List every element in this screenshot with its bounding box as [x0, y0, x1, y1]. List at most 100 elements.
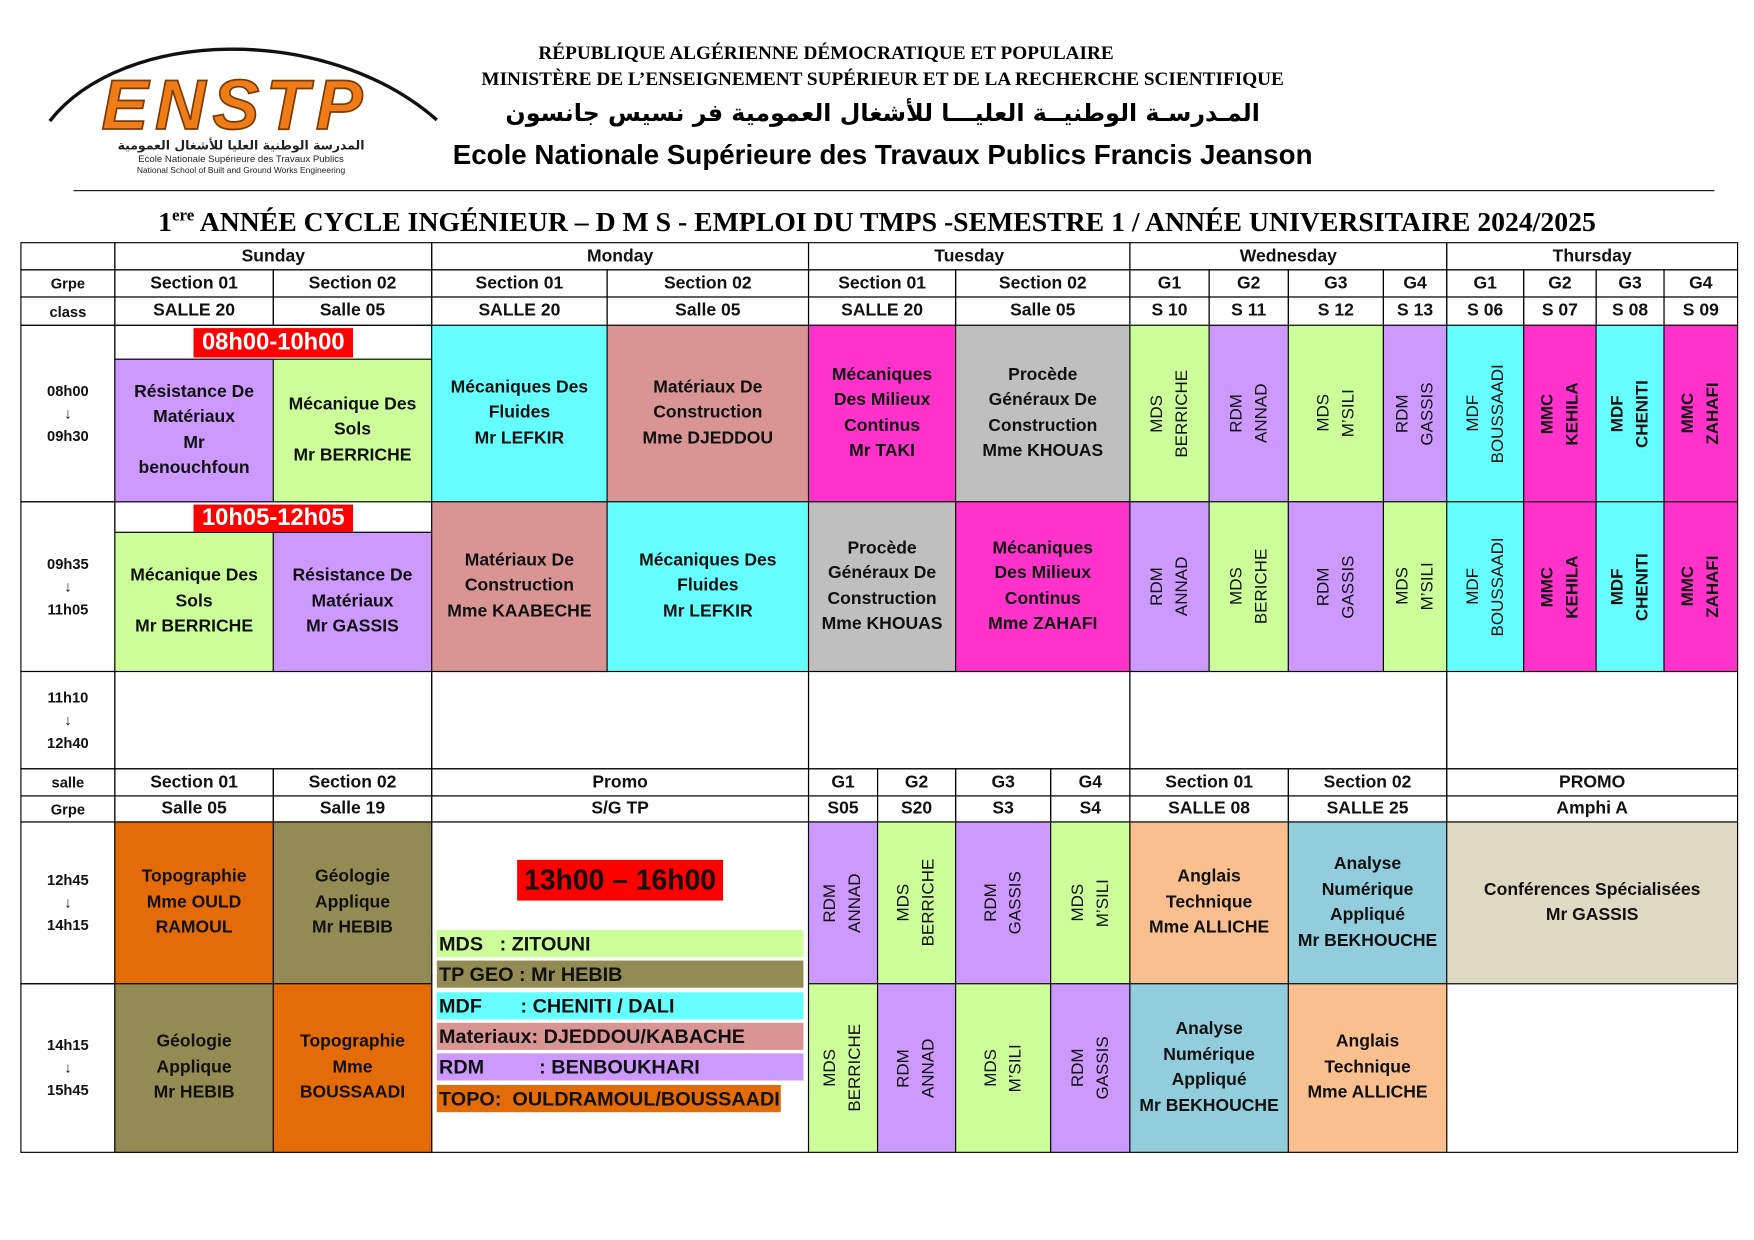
header-cell: Amphi A: [1446, 795, 1739, 823]
cell-line: RDM: [893, 1048, 914, 1088]
course-cell: MMC ZAHAFI: [1663, 324, 1739, 503]
time-badge: 08h00-10h00: [193, 328, 354, 358]
header-cell: Monday: [431, 242, 810, 271]
cell-line: 15h45: [47, 1081, 89, 1099]
school-name: Ecole Nationale Supérieure des Travaux P…: [452, 140, 1313, 171]
header-cell: G1: [1446, 269, 1525, 298]
cell-line: ANNAD: [1250, 383, 1271, 444]
empty-cell: [20, 242, 116, 271]
cell-line: MDS: [1067, 883, 1087, 922]
header-cell: Wednesday: [1129, 242, 1448, 271]
empty-cell: [431, 670, 810, 770]
cell-line: BOUSSAADI: [299, 1083, 406, 1103]
vertical-text: RDM ANNAD: [1145, 557, 1195, 616]
cell-line: S 10: [1151, 300, 1188, 321]
cell-line: MMC: [1678, 566, 1698, 607]
course-cell: Mécaniques Des Milieux Continus Mme ZAHAFI: [955, 501, 1131, 673]
course-cell: Anglais Technique Mme ALLICHE: [1287, 983, 1448, 1153]
cell-line: MDS: [1226, 567, 1246, 606]
cell-line: S 12: [1317, 300, 1354, 321]
logo-arc: [48, 47, 438, 123]
vertical-text: MDS BERRICHE: [1145, 370, 1195, 458]
cell-line: 14h15: [47, 1036, 89, 1054]
course-cell: MDS BERICHE: [1208, 501, 1289, 673]
cell-line: Mécanique Des: [130, 565, 258, 586]
header-cell: G2: [876, 768, 957, 797]
course-cell: Mécanique Des Sols Mr BERRICHE: [114, 531, 274, 673]
vertical-text: MMC KEHILA: [1535, 555, 1585, 618]
course-cell: Analyse Numérique Appliqué Mr BEKHOUCHE: [1129, 983, 1289, 1153]
cell-line: G2: [1548, 273, 1572, 293]
header-cell: S3: [955, 795, 1052, 823]
header-cell: Section 01: [431, 269, 608, 298]
cell-line: Continus: [844, 415, 921, 436]
cell-line: BERRICHE: [845, 1024, 865, 1112]
cell-line: ↓: [64, 404, 72, 422]
cell-line: Procède: [847, 537, 917, 558]
cell-line: Anglais: [1177, 866, 1241, 887]
cell-line: SALLE 25: [1326, 798, 1409, 819]
logo-arabic: المدرسة الوطنية العليا للأشغال العمومية: [118, 137, 365, 152]
header-cell: G2: [1523, 269, 1597, 298]
header-cell: Salle 05: [272, 296, 433, 326]
vertical-text: RDM ANNAD: [892, 1038, 942, 1097]
header-cell: Grpe: [20, 269, 116, 298]
time-cell: 12h45 ↓ 14h15: [20, 821, 116, 985]
cell-line: Section 01: [838, 273, 926, 293]
cell-line: Applique: [156, 1057, 232, 1077]
cell-line: Sols: [333, 420, 372, 440]
cell-line: RDM: [820, 883, 840, 923]
cell-line: Salle 05: [1010, 300, 1076, 321]
cell-line: Technique: [1165, 892, 1253, 912]
cell-line: Monday: [586, 246, 654, 266]
cell-line: ↓: [64, 893, 72, 911]
cell-line: MMC: [1678, 393, 1698, 434]
cell-line: Matériaux: [153, 407, 236, 427]
cell-line: class: [49, 302, 87, 320]
cell-line: Mme ALLICHE: [1149, 917, 1270, 938]
cell-line: Mme KAABECHE: [447, 601, 592, 621]
cell-line: G4: [1403, 273, 1427, 293]
course-cell: Procède Généraux De Construction Mme KHOUAS: [807, 501, 957, 673]
cell-line: 08h00: [47, 381, 89, 399]
vertical-text: MDF CHENITI: [1605, 380, 1655, 448]
vertical-text: MDS BERICHE: [1224, 549, 1274, 624]
cell-line: Wednesday: [1239, 246, 1337, 266]
cell-line: Mme ZAHAFI: [988, 614, 1098, 634]
cell-line: GASSIS: [1005, 871, 1025, 935]
course-cell: RDM ANNAD: [876, 983, 957, 1153]
cell-line: Conférences Spécialisées: [1483, 879, 1701, 899]
cell-line: Section 01: [150, 273, 238, 293]
vertical-text: MDF CHENITI: [1605, 553, 1655, 621]
cell-line: G1: [831, 772, 855, 792]
header-cell: G1: [1129, 269, 1210, 298]
cell-line: Section 02: [663, 273, 752, 293]
course-cell: RDM GASSIS: [1287, 501, 1384, 673]
header-cell: G1: [807, 768, 879, 797]
header-arabic: المـدرسـة الوطنيــة العليـــا للأشغال ال…: [505, 99, 1260, 127]
cell-line: ANNAD: [845, 873, 865, 933]
course-cell: RDM GASSIS: [1050, 983, 1131, 1153]
time-cell: 08h00 ↓ 09h30: [20, 324, 116, 503]
cell-line: BOUSSAADI: [1487, 364, 1507, 464]
cell-line: M’SILI: [1005, 1043, 1025, 1093]
cell-line: Matériaux: [311, 591, 394, 611]
cell-line: BERICHE: [1250, 548, 1271, 625]
course-cell: Matériaux De Construction Mme DJEDDOU: [606, 324, 810, 503]
course-cell: RDM GASSIS: [955, 821, 1052, 985]
cell-line: S 11: [1231, 300, 1267, 321]
cell-line: ↓: [64, 577, 72, 595]
cell-line: Géologie: [314, 866, 391, 887]
header-cell: Section 01: [114, 768, 274, 797]
cell-line: SALLE 20: [841, 300, 924, 321]
course-cell: MDS BERRICHE: [1129, 324, 1210, 503]
header-cell: G4: [1050, 768, 1131, 797]
course-cell: MDF BOUSSAADI: [1446, 324, 1525, 503]
course-cell: Procède Généraux De Construction Mme KHOUAS: [955, 324, 1131, 503]
header-cell: Section 02: [955, 269, 1131, 298]
course-cell: MDS M’SILI: [955, 983, 1052, 1153]
cell-line: Construction: [653, 403, 763, 423]
cell-line: Généraux De: [827, 563, 937, 583]
cell-line: Construction: [464, 576, 574, 596]
time-cell: 09h35 ↓ 11h05: [20, 501, 116, 673]
